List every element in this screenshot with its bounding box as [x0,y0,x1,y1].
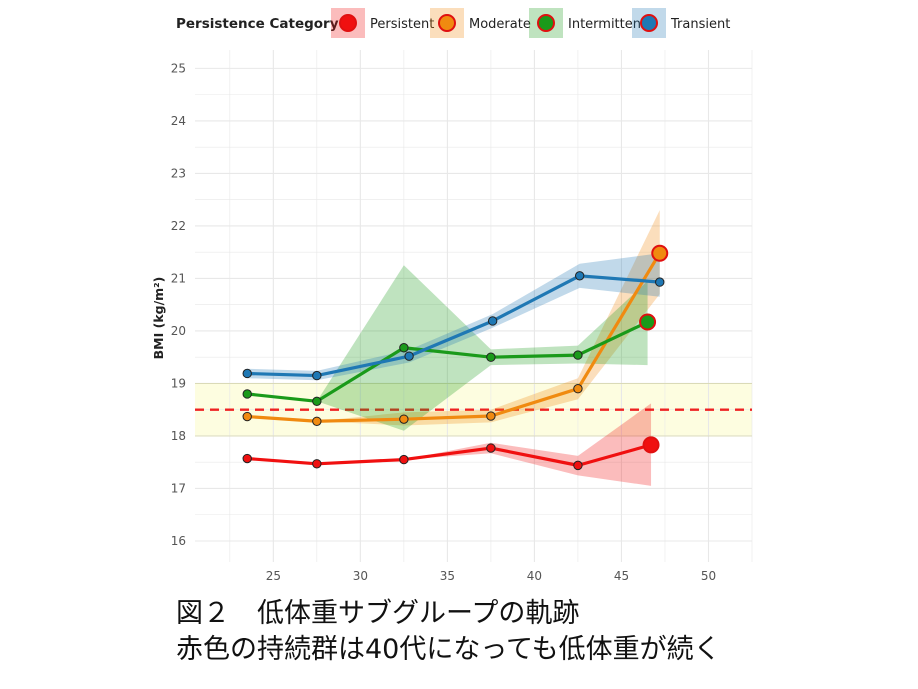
point-intermittent [399,343,409,353]
figure-caption-subtitle: 赤色の持続群は40代になっても低体重が続く [176,634,721,665]
y-tick-label: 20 [171,324,186,338]
legend-label-intermittent: Intermittent [568,17,646,32]
legend-title: Persistence Category [176,16,339,32]
point-transient [655,277,665,287]
point-intermittent [573,350,583,360]
point-moderate [486,411,496,421]
y-tick-label: 16 [171,534,186,548]
y-tick-label: 21 [171,271,186,285]
legend-label-persistent: Persistent [370,17,434,32]
x-tick-label: 40 [527,569,542,583]
point-moderate [573,384,583,394]
point-intermittent [242,389,252,399]
line-intermittent [247,320,649,403]
point-persistent [642,436,660,454]
point-transient [312,370,322,381]
ribbon-persistent [247,403,652,486]
point-moderate [312,416,322,426]
point-intermittent [639,313,657,331]
point-persistent [312,459,322,469]
point-persistent [399,454,409,465]
x-tick-label: 35 [440,569,455,583]
y-axis-label: BMI (kg/m²) [151,277,166,360]
line-transient [247,274,660,378]
point-persistent [242,453,252,464]
bmi-trajectory-chart: 16 17 18 19 20 21 22 23 24 25 25 30 35 40 45 50 BMI (kg/… [151,8,753,583]
ribbon-transient [247,253,660,381]
ribbon-intermittent [247,265,648,431]
legend-label-moderate: Moderate [469,17,531,32]
y-tick-label: 25 [171,61,186,75]
point-transient [574,271,585,281]
figure-caption-title: 図２ 低体重サブグループの軌跡 [176,598,580,629]
point-intermittent [486,352,496,362]
legend-marker-intermittent [537,14,555,32]
legend-marker-persistent [339,14,357,32]
line-persistent [247,443,652,467]
y-tick-label: 23 [171,166,186,180]
y-tick-label: 18 [171,429,186,443]
x-tick-label: 25 [266,569,281,583]
x-tick-label: 30 [353,569,368,583]
point-transient [404,351,414,361]
point-transient [242,368,252,379]
point-moderate [399,414,409,424]
x-tick-label: 45 [614,569,629,583]
y-tick-label: 19 [171,376,186,390]
point-transient [487,316,498,326]
legend-marker-moderate [438,14,456,32]
y-tick-label: 24 [171,114,186,128]
legend-marker-transient [640,14,658,32]
point-persistent [486,443,496,453]
x-tick-label: 50 [701,569,716,583]
y-tick-label: 22 [171,219,186,233]
y-tick-label: 17 [171,481,186,495]
point-moderate [242,411,252,422]
point-intermittent [312,396,322,407]
line-moderate [247,252,662,423]
legend-label-transient: Transient [670,17,730,32]
point-persistent [573,460,583,471]
point-moderate [651,244,669,262]
